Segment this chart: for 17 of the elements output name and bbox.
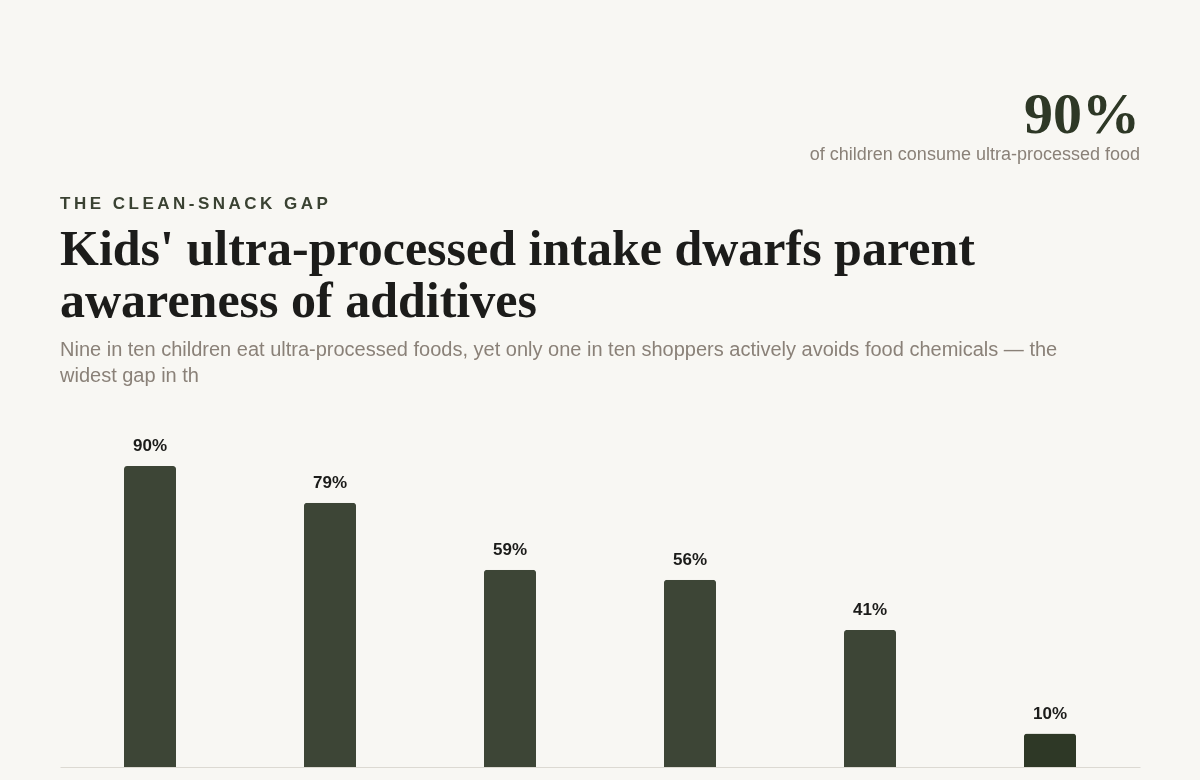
data-label: 79%	[312, 472, 348, 492]
chart-title: Kids' ultra-processed intake dwarfs parent awareness of additives	[60, 220, 976, 328]
bar	[843, 629, 897, 767]
bar	[663, 579, 717, 767]
bar	[303, 502, 357, 767]
bar	[483, 569, 537, 767]
data-label: 10%	[1032, 703, 1068, 723]
data-label: 41%	[852, 599, 888, 619]
data-label: 90%	[132, 436, 168, 455]
data-label: 59%	[492, 539, 528, 559]
text: 90%	[1024, 80, 1140, 147]
text: THE CLEAN-SNACK GAP	[60, 194, 332, 214]
chart-subtitle: Nine in ten children eat ultra-processed foods, yet only one in ten shoppers actively avoids food chemicals — the widest gap in th	[60, 337, 1059, 388]
data-label: 56%	[672, 549, 708, 569]
bar	[1023, 733, 1077, 767]
text: of children consume ultra-processed food	[809, 144, 1140, 165]
bar	[123, 466, 177, 767]
